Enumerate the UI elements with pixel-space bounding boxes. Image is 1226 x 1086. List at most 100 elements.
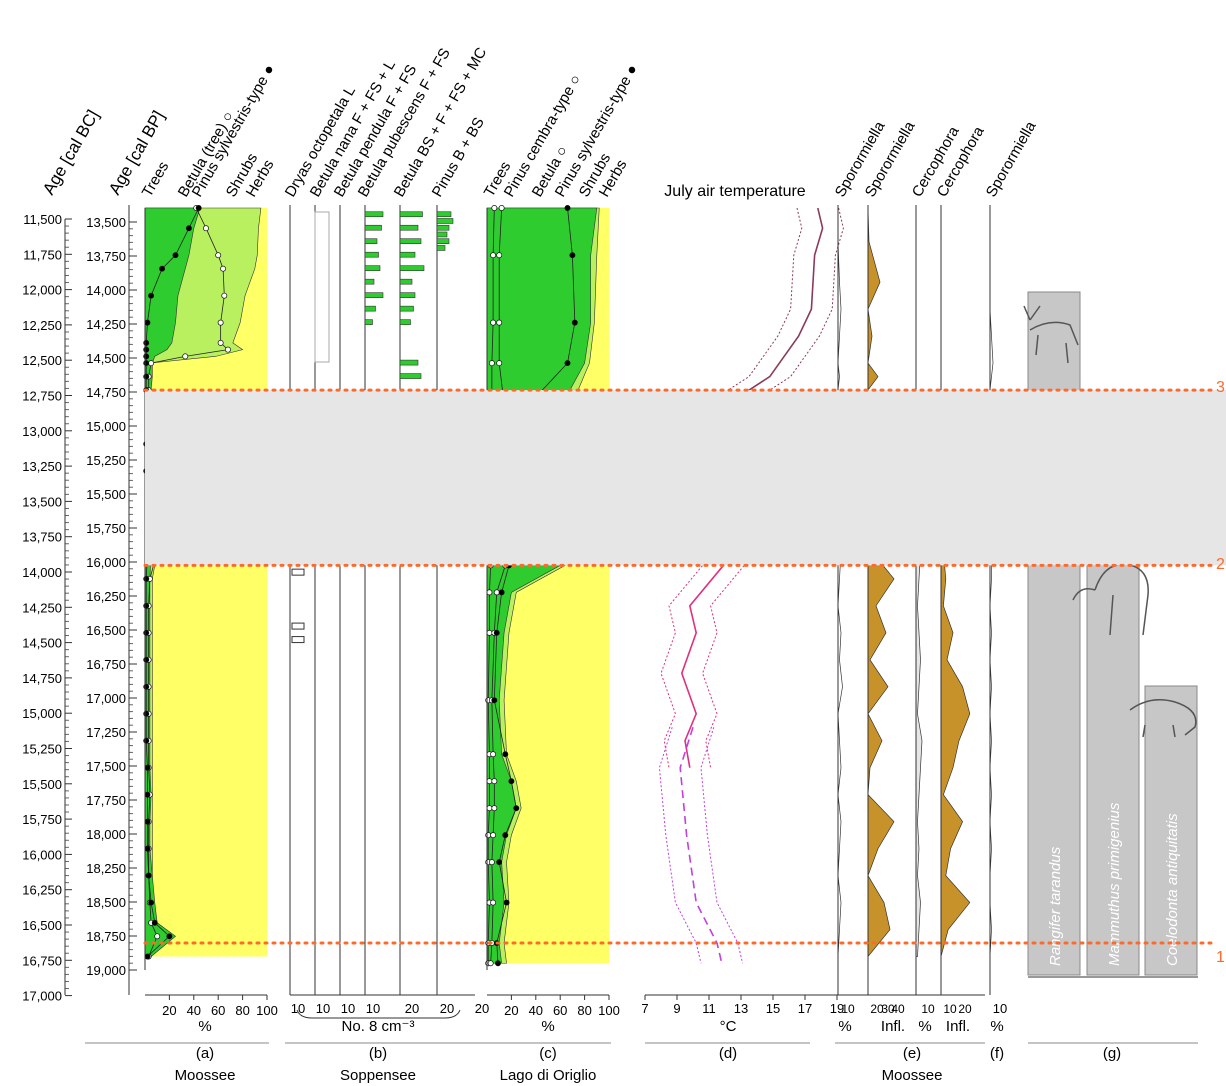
origlio-pinus-sylvestris-point [571,319,578,326]
panel-f-sporormiella: 10 [989,205,1007,1016]
pinus-b-bs-bar [436,238,450,245]
age-bp-tick-label: 15,250 [86,453,126,468]
origlio-pinus-sylvestris-point [564,360,571,367]
age-axes: 11,500 11,750 12,000 12,250 12,500 12,750 13,0… [22,205,137,1004]
betula-tree-point [215,252,222,259]
panel-c-x-tick-label: 60 [553,1003,567,1018]
age-bc-tick-label: 15,750 [22,812,62,827]
temperature-older-series-upper-bound [700,727,744,964]
dryas-bar [291,568,305,576]
pinus-cembra-point [488,360,495,367]
betula-pubescens-bar [364,251,379,258]
panel-d-x-tick-label: 9 [673,1001,680,1016]
pinus-cembra-point [491,205,498,211]
origlio-betula-point [490,899,497,906]
betula-bs-bar [399,359,419,366]
age-bc-tick-label: 16,750 [22,953,62,968]
age-bc-tick-label: 14,500 [22,636,62,651]
panel-c-letter: (c) [539,1045,557,1062]
origlio-pinus-sylvestris-point [498,589,505,596]
panel-c-site: Lago di Origlio [500,1067,597,1084]
age-bp-tick-label: 14,000 [86,283,126,298]
betula-bs-bar [399,251,416,258]
panel-d-x-tick-label: 13 [734,1001,748,1016]
age-bc-tick-label: 14,750 [22,671,62,686]
panel-b-x-tick-label: 10 [291,1001,305,1016]
panel-b-site: Soppensee [340,1067,416,1084]
event-label-1: 1 [1216,949,1225,966]
event-label-3: 3 [1216,379,1225,396]
betula-bs-bar [399,238,422,245]
panel-a-x-tick-label: 80 [235,1003,249,1018]
origlio-betula-point [491,805,498,812]
pinus-cembra-point [490,252,497,259]
pinus-b-bs-bar [436,211,452,218]
pinus-sylvestris-point [143,710,150,717]
megafauna-species-label: Mammuthus primigenius [1106,802,1123,966]
betula-tree-point [148,360,155,367]
panel-e-letter: (e) [903,1045,921,1062]
age-bp-tick-label: 14,500 [86,351,126,366]
pinus-cembra-point [486,629,493,636]
age-bp-tick-label: 18,500 [86,895,126,910]
panel-d-unit: °C [720,1018,737,1035]
age-bp-tick-label: 17,750 [86,793,126,808]
betula-tree-point [203,225,209,232]
panel-d-x-tick-label: 17 [798,1001,812,1016]
origlio-betula-point [491,778,498,785]
betula-pubescens-bar [364,265,381,271]
panel-b-bracket [296,1009,461,1019]
pinus-b-bs-bar [436,218,454,224]
panel-e-unit-3: % [918,1018,931,1035]
age-bp-tick-label: 14,750 [86,385,126,400]
pinus-sylvestris-point [159,265,166,272]
origlio-pinus-sylvestris-point [491,697,498,704]
pinus-sylvestris-point [144,953,151,960]
betula-nana-empty-bars [314,211,330,363]
temperature-main-series-upper-bound [702,390,745,768]
dryas-bar [291,622,305,630]
age-bc-tick-label: 12,000 [22,283,62,298]
panel-a-letter: (a) [196,1045,214,1062]
pinus-sylvestris-point [151,919,158,926]
origlio-pinus-sylvestris-point [513,805,520,812]
age-bc-tick-label: 13,500 [22,494,62,509]
betula-bs-bar [399,265,425,271]
origlio-betula-point [490,751,497,758]
panel-e-x-tick-label: 40 [891,1002,905,1016]
age-bp-tick-label: 13,500 [86,215,126,230]
panel-a-x-tick-label: 100 [256,1003,278,1018]
pinus-sylvestris-point [148,899,155,906]
age-bc-tick-label: 14,250 [22,600,62,615]
temperature-older-series [679,726,723,964]
pinus-sylvestris-point [143,575,150,582]
origlio-betula-point [496,360,503,367]
origlio-pinus-sylvestris-point [564,205,571,211]
betula-pubescens-bar [364,319,373,325]
origlio-pinus-sylvestris-line [493,207,576,964]
dryas-bar [291,636,305,644]
panel-d-title: July air temperature [664,183,805,200]
age-bc-tick-label: 16,000 [22,847,62,862]
age-bp-tick-label: 14,250 [86,317,126,332]
age-bc-tick-label: 17,000 [22,989,62,1004]
panel-a-unit: % [198,1018,211,1035]
pinus-sylvestris-point [144,845,151,852]
origlio-betula-point [496,319,503,326]
pinus-sylvestris-point [143,629,150,636]
younger-dryas-band [145,390,1226,566]
megafauna-bar [1144,685,1198,976]
pinus-sylvestris-point [144,791,151,798]
betula-pubescens-bar [364,292,384,298]
pinus-sylvestris-point [166,933,173,940]
panel-d-x-tick-label: 15 [766,1001,780,1016]
betula-pubescens-bar [364,238,378,245]
age-bp-tick-label: 17,500 [86,759,126,774]
panel-c-x-tick-label: 100 [598,1003,620,1018]
panel-a-x-tick-label: 60 [211,1003,225,1018]
pinus-sylvestris-point [143,360,150,367]
pinus-cembra-line [487,207,495,964]
event-overlay [143,388,1226,945]
origlio-pinus-sylvestris-point [569,252,576,259]
panel-a-x-tick-label: 40 [187,1003,201,1018]
